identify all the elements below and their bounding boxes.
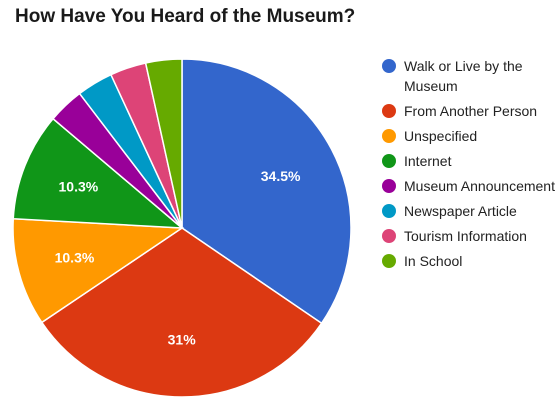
- pie-slice[interactable]: [12, 217, 185, 324]
- legend-label: In School: [404, 253, 463, 269]
- legend-swatch-icon: [382, 129, 396, 143]
- slice-value-label: 10.3%: [59, 179, 99, 195]
- legend-swatch-icon: [382, 154, 396, 168]
- legend-label: From Another Person: [404, 103, 538, 119]
- legend-item[interactable]: From Another Person: [382, 101, 558, 121]
- chart-title: How Have You Heard of the Museum?: [15, 6, 356, 27]
- legend-label: Unspecified: [404, 128, 478, 144]
- legend-item[interactable]: Internet: [382, 151, 558, 171]
- legend-label: Museum Announcement: [404, 178, 555, 194]
- slice-value-label: 31%: [168, 332, 197, 348]
- chart-legend: Walk or Live by the Museum From Another P…: [382, 56, 558, 276]
- legend-label: Tourism Information: [404, 228, 527, 244]
- legend-label: Walk or Live by the Museum: [404, 58, 523, 94]
- legend-swatch-icon: [382, 204, 396, 218]
- legend-item[interactable]: Tourism Information: [382, 226, 558, 246]
- pie-slice[interactable]: [40, 227, 323, 398]
- legend-swatch-icon: [382, 59, 396, 73]
- legend-item[interactable]: Museum Announcement: [382, 176, 558, 196]
- legend-item[interactable]: Walk or Live by the Museum: [382, 56, 558, 96]
- legend-label: Internet: [404, 153, 452, 169]
- legend-swatch-icon: [382, 179, 396, 193]
- legend-label: Newspaper Article: [404, 203, 517, 219]
- legend-item[interactable]: In School: [382, 251, 558, 271]
- pie-slice[interactable]: [12, 117, 185, 229]
- legend-item[interactable]: Unspecified: [382, 126, 558, 146]
- pie-slice[interactable]: [181, 58, 352, 325]
- legend-swatch-icon: [382, 254, 396, 268]
- slice-value-label: 10.3%: [55, 250, 95, 266]
- legend-item[interactable]: Newspaper Article: [382, 201, 558, 221]
- legend-swatch-icon: [382, 104, 396, 118]
- slice-value-label: 34.5%: [261, 168, 301, 184]
- pie-slice[interactable]: [144, 58, 183, 229]
- legend-swatch-icon: [382, 229, 396, 243]
